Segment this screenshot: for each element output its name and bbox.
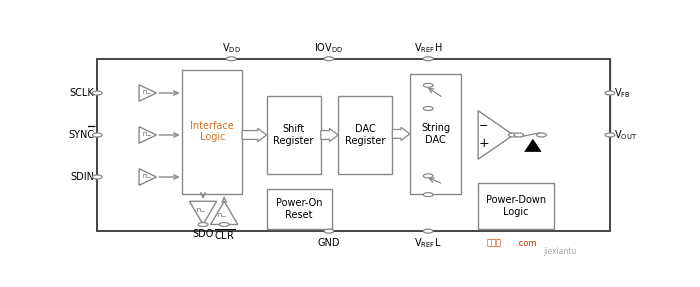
Polygon shape <box>139 127 156 143</box>
Circle shape <box>424 106 433 110</box>
FancyBboxPatch shape <box>97 59 610 231</box>
Circle shape <box>424 57 433 61</box>
Circle shape <box>198 222 208 226</box>
Text: 接线图: 接线图 <box>486 239 501 248</box>
Polygon shape <box>478 111 513 159</box>
Text: jiexiantu: jiexiantu <box>543 247 577 255</box>
FancyBboxPatch shape <box>478 183 554 229</box>
Text: IOV$_{\rm DD}$: IOV$_{\rm DD}$ <box>314 41 344 55</box>
Text: V$_{\rm REF}$L: V$_{\rm REF}$L <box>414 236 442 249</box>
Text: DAC
Register: DAC Register <box>345 124 386 146</box>
Circle shape <box>219 222 229 226</box>
Circle shape <box>605 91 615 95</box>
FancyBboxPatch shape <box>267 96 321 174</box>
Circle shape <box>324 57 334 61</box>
Text: Interface
Logic: Interface Logic <box>190 121 234 142</box>
Text: Power-On
Reset: Power-On Reset <box>276 198 322 220</box>
Polygon shape <box>139 85 156 101</box>
Text: V$_{\rm OUT}$: V$_{\rm OUT}$ <box>614 128 637 142</box>
Circle shape <box>226 57 236 61</box>
Circle shape <box>92 133 102 137</box>
Polygon shape <box>211 201 238 224</box>
Circle shape <box>92 91 102 95</box>
Text: GND: GND <box>318 238 340 248</box>
Text: +: + <box>478 137 489 150</box>
Polygon shape <box>190 201 216 224</box>
Polygon shape <box>393 127 410 141</box>
Text: −: − <box>479 121 488 131</box>
Circle shape <box>508 133 518 137</box>
Polygon shape <box>321 128 338 141</box>
Circle shape <box>424 193 433 197</box>
Text: $\overline{\rm CLR}$: $\overline{\rm CLR}$ <box>214 227 235 242</box>
Text: V$_{\rm DD}$: V$_{\rm DD}$ <box>222 41 241 55</box>
Circle shape <box>92 175 102 179</box>
FancyBboxPatch shape <box>410 74 461 193</box>
Polygon shape <box>139 169 156 185</box>
Circle shape <box>537 133 547 137</box>
Text: V$_{\rm FB}$: V$_{\rm FB}$ <box>614 86 631 100</box>
Text: Power-Down
Logic: Power-Down Logic <box>486 195 546 216</box>
Text: .com: .com <box>516 239 537 248</box>
FancyBboxPatch shape <box>183 70 242 193</box>
Circle shape <box>324 229 334 233</box>
Circle shape <box>514 133 524 137</box>
FancyBboxPatch shape <box>338 96 393 174</box>
Text: V$_{\rm REF}$H: V$_{\rm REF}$H <box>414 41 442 55</box>
Circle shape <box>605 133 615 137</box>
FancyBboxPatch shape <box>267 189 332 229</box>
Polygon shape <box>242 128 267 141</box>
Text: SDO: SDO <box>193 229 214 239</box>
Text: String
DAC: String DAC <box>421 123 450 145</box>
Circle shape <box>424 229 433 233</box>
Circle shape <box>424 174 433 178</box>
Circle shape <box>424 83 433 87</box>
Text: SYNC: SYNC <box>69 130 95 140</box>
Text: Shift
Register: Shift Register <box>274 124 314 146</box>
Text: SCLK: SCLK <box>70 88 94 98</box>
Polygon shape <box>525 139 541 152</box>
Text: SDIN: SDIN <box>71 172 94 182</box>
